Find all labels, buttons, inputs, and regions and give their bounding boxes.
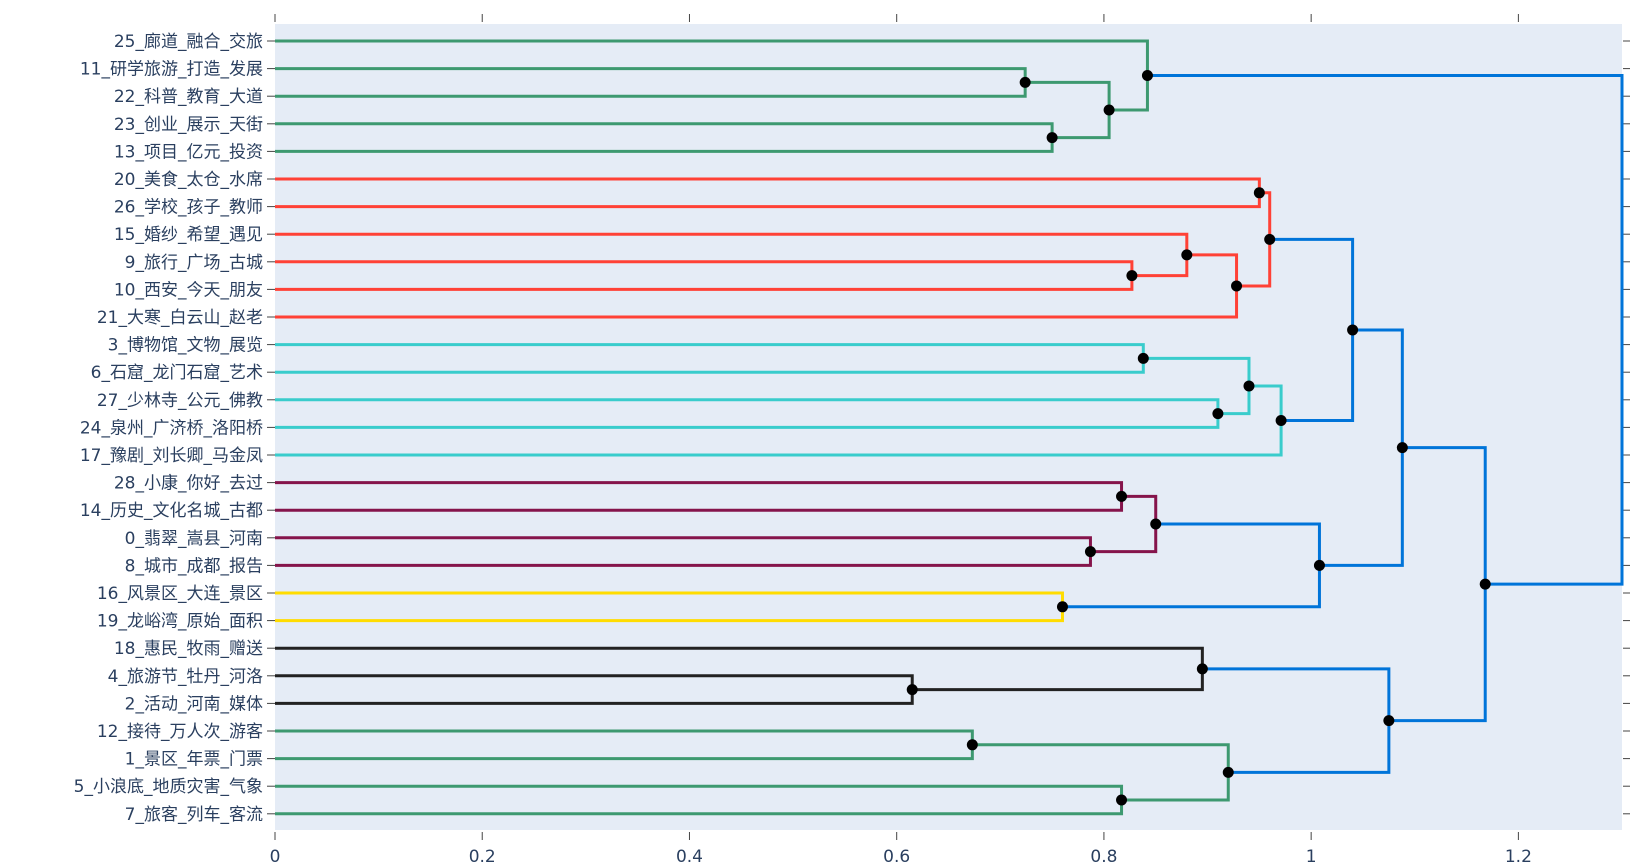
merge-node [1479,578,1491,590]
leaf-label: 4_旅游节_牡丹_河洛 [108,667,263,687]
merge-node [1137,352,1149,364]
merge-node [1103,104,1115,116]
leaf-label: 28_小康_你好_去过 [114,474,263,494]
merge-node [1126,270,1138,282]
merge-node [1231,280,1243,292]
leaf-label: 11_研学旅游_打造_发展 [80,60,263,80]
merge-node [1181,249,1193,261]
merge-node [1347,324,1359,336]
merge-node [1116,490,1128,502]
node-layer [906,70,1491,806]
merge-node [1046,132,1058,144]
merge-node [1396,442,1408,454]
tick-layer: 0 0.2 0.4 0.6 0.8 1 1.2 [267,14,1630,867]
merge-node [1222,766,1234,778]
leaf-label: 20_美食_太仓_水席 [114,170,263,190]
leaf-label: 26_学校_孩子_教师 [114,198,263,218]
merge-node [1383,715,1395,727]
dendrogram-link [1147,74,1624,586]
merge-node [1275,415,1287,426]
leaf-label: 24_泉州_广济桥_洛阳桥 [80,418,263,438]
merge-node [906,684,918,696]
merge-node [1150,518,1162,530]
merge-node [1084,546,1096,558]
merge-node [1313,559,1325,571]
leaf-label-layer: 25_廊道_融合_交旅 11_研学旅游_打造_发展 22_科普_教育_大道 23_创业… [74,32,263,825]
leaf-label: 6_石窟_龙门石窟_艺术 [91,363,263,383]
x-tick-label: 0.6 [883,847,910,867]
merge-node [1264,233,1276,245]
x-tick-label: 0.4 [676,847,703,867]
merge-node [1253,187,1265,199]
merge-node [1141,70,1153,81]
leaf-label: 13_项目_亿元_投资 [114,142,263,162]
leaf-label: 8_城市_成都_报告 [125,556,263,576]
leaf-label: 1_景区_年票_门票 [125,750,263,770]
leaf-label: 15_婚纱_希望_遇见 [114,225,263,245]
leaf-label: 9_旅行_广场_古城 [125,253,263,273]
leaf-label: 14_历史_文化名城_古都 [80,501,263,521]
leaf-label: 10_西安_今天_朋友 [114,280,263,300]
leaf-label: 22_科普_教育_大道 [114,87,263,107]
leaf-label: 16_风景区_大连_景区 [97,584,263,604]
leaf-label: 3_博物馆_文物_展览 [108,336,263,356]
leaf-label: 19_龙峪湾_原始_面积 [97,612,263,632]
leaf-label: 21_大寒_白云山_赵老 [97,308,263,328]
merge-node [966,739,978,751]
leaf-label: 12_接待_万人次_游客 [97,722,263,742]
merge-node [1116,794,1128,806]
x-tick-label: 0.8 [1090,847,1117,867]
merge-node [1019,76,1031,88]
leaf-label: 2_活动_河南_媒体 [125,694,263,714]
leaf-label: 5_小浪底_地质灾害_气象 [74,777,263,797]
leaf-label: 25_廊道_融合_交旅 [114,32,263,52]
leaf-label: 17_豫剧_刘长卿_马金凤 [80,446,263,466]
leaf-label: 0_翡翠_嵩县_河南 [125,529,263,549]
leaf-label: 18_惠民_牧雨_赠送 [114,639,263,659]
leaf-label: 23_创业_展示_天街 [114,115,263,135]
merge-node [1056,601,1068,613]
x-tick-label: 0.2 [469,847,496,867]
merge-node [1196,663,1208,675]
leaf-label: 7_旅客_列车_客流 [125,805,263,825]
x-tick-label: 1.2 [1505,847,1532,867]
merge-node [1212,408,1224,420]
x-tick-label: 0 [270,847,281,867]
leaf-label: 27_少林寺_公元_佛教 [97,391,263,411]
merge-node [1243,380,1255,392]
x-tick-label: 1 [1306,847,1317,867]
